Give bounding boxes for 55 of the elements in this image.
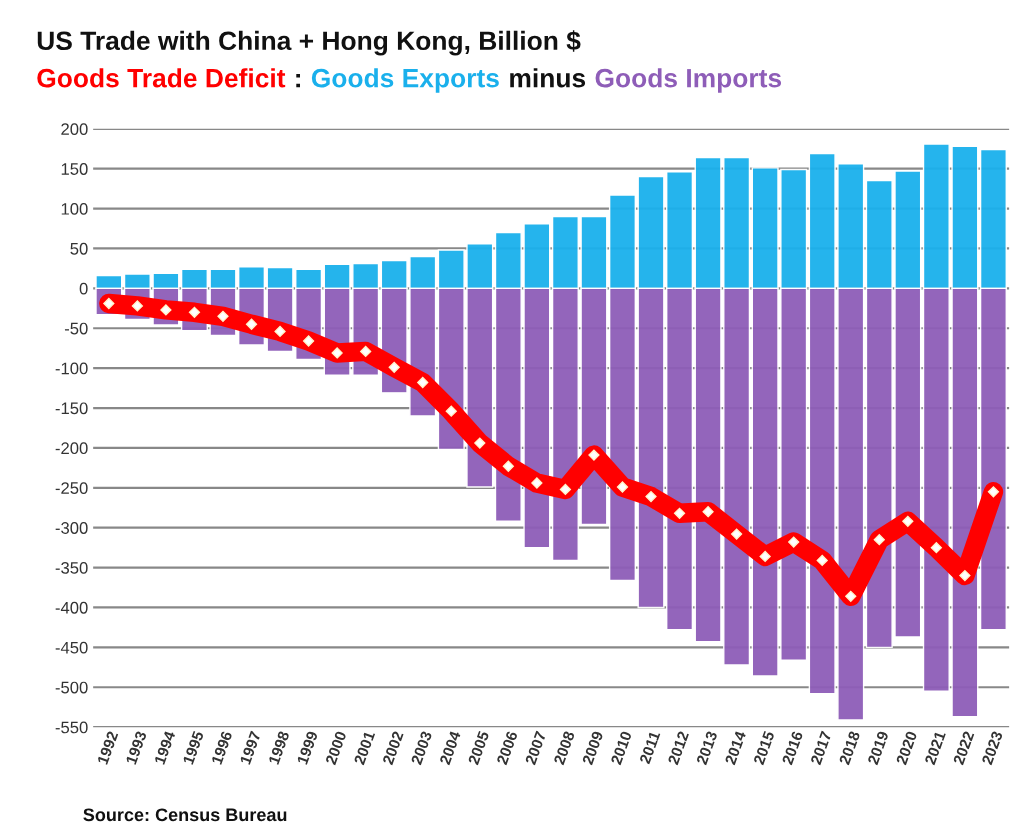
y-tick-label: 200 [61,123,88,136]
x-tick-label: 2009 [582,730,604,766]
text: Goods Exports [311,68,499,93]
x-tick-label: 2020 [895,730,918,766]
x-tick-label: 2015 [753,730,775,766]
chart-title: US Trade with China + Hong Kong, Billion $ [37,30,581,56]
y-tick-label: 0 [79,282,88,295]
y-tick-label: -350 [55,561,88,574]
x-tick-label: 2021 [924,730,946,766]
x-tick-label: 2019 [867,730,889,766]
x-tick-label: 1997 [239,730,261,765]
y-tick-label: -200 [55,442,88,455]
text: : [296,73,301,88]
x-tick-label: 1999 [296,730,319,765]
x-tick-label: 2017 [810,730,832,766]
y-tick-label: -100 [55,362,88,375]
x-tick-label: 2003 [410,730,433,766]
x-tick-label: 1992 [97,730,119,765]
y-tick-label: -300 [55,522,88,534]
x-tick-label: 2004 [439,730,461,766]
x-tick-label: 2000 [325,730,347,766]
x-tick-label: 1996 [211,730,233,765]
y-tick-label: -500 [55,681,88,694]
x-tick-label: 2007 [524,730,547,766]
y-tick-label: -50 [64,322,88,335]
x-tick-label: 2022 [952,730,975,766]
y-tick-label: -450 [55,641,88,654]
x-tick-label: 2012 [667,730,689,766]
text: Goods Trade Deficit [37,68,286,88]
y-tick-label: -550 [55,721,88,734]
x-tick-label: 2014 [724,730,747,766]
y-tick-label: -400 [55,601,88,614]
x-tick-label: 2008 [553,730,575,766]
x-tick-label: 2013 [696,730,718,766]
y-tick-label: 50 [70,242,88,255]
x-tick-label: 2016 [781,730,804,766]
x-tick-label: 2001 [353,730,376,766]
source-note: Source: Census Bureau [83,808,287,822]
x-tick-label: 1998 [268,730,290,765]
y-tick-label: 100 [61,202,88,215]
x-tick-label: 2005 [467,730,490,766]
x-tick-label: 2002 [382,730,404,766]
x-tick-label: 1994 [154,730,176,765]
text: Goods Imports [595,68,782,93]
x-tick-label: 2010 [610,730,632,766]
x-tick-label: 2018 [838,730,861,766]
x-tick-label: 2011 [639,730,661,765]
x-tick-label: 1993 [125,730,147,765]
y-tick-label: -150 [55,402,88,415]
y-tick-label: 150 [61,163,88,175]
text: minus [510,68,586,88]
x-tick-label: 2023 [981,730,1003,766]
x-tick-label: 1995 [182,730,204,765]
x-tick-label: 2006 [496,730,518,766]
y-tick-label: -250 [55,482,88,494]
